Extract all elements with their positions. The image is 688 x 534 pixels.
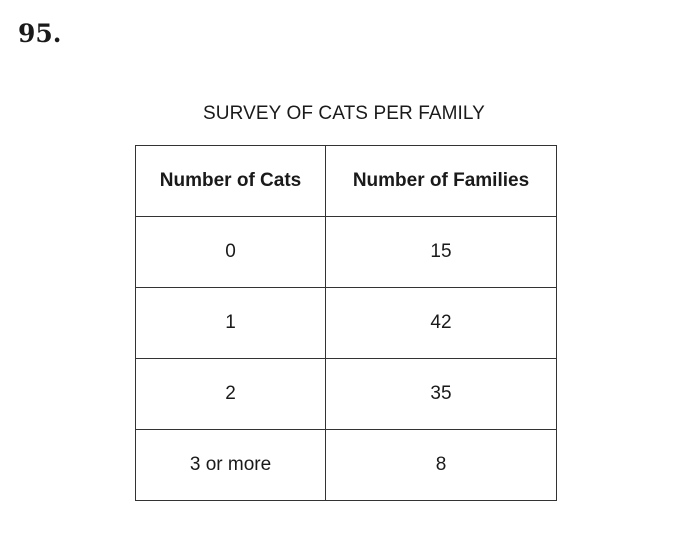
table-row: 3 or more 8 [135, 429, 557, 501]
cell-number-of-families: 15 [325, 216, 557, 288]
survey-table: Number of Cats Number of Families 0 15 1… [135, 145, 557, 501]
cell-number-of-families: 8 [325, 429, 557, 501]
cell-number-of-families: 35 [325, 358, 557, 430]
table-header-row: Number of Cats Number of Families [135, 145, 557, 217]
table-row: 2 35 [135, 358, 557, 430]
cell-number-of-families: 42 [325, 287, 557, 359]
table-row: 1 42 [135, 287, 557, 359]
cell-number-of-cats: 1 [135, 287, 326, 359]
question-number: 95. [18, 19, 62, 48]
cell-number-of-cats: 2 [135, 358, 326, 430]
header-number-of-families: Number of Families [325, 145, 557, 217]
table-row: 0 15 [135, 216, 557, 288]
table-title: SURVEY OF CATS PER FAMILY [203, 103, 485, 124]
cell-number-of-cats: 0 [135, 216, 326, 288]
cell-number-of-cats: 3 or more [135, 429, 326, 501]
header-number-of-cats: Number of Cats [135, 145, 326, 217]
